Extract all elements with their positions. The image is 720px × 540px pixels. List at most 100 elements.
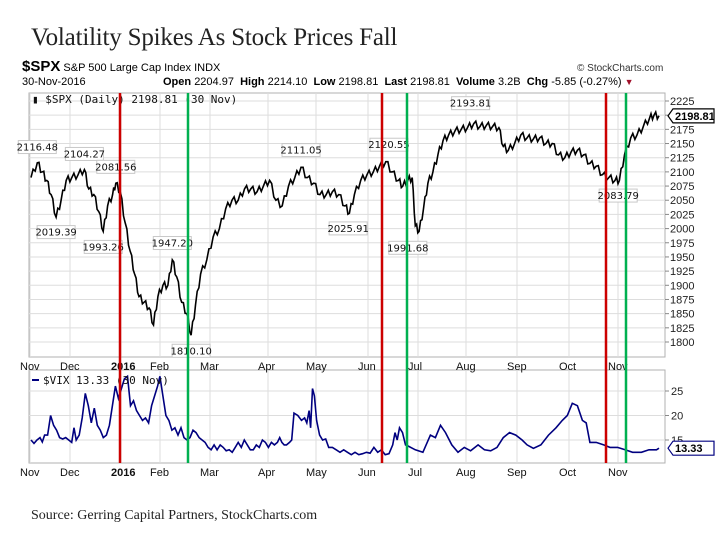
- vix-line: [30, 374, 660, 456]
- vix-last-value: 13.33: [675, 443, 703, 455]
- spx-last-value-box: [667, 108, 715, 124]
- open-value: 2204.97: [194, 76, 234, 88]
- vix-month-label: Dec: [60, 467, 80, 479]
- price-annotation-label: 2116.48: [17, 143, 58, 154]
- vix-legend: $VIX 13.33 (30 Nov): [43, 374, 169, 387]
- price-annotation-label: 1810.10: [170, 346, 211, 357]
- exchange: INDX: [194, 62, 221, 74]
- vix-month-label: Nov: [20, 467, 40, 479]
- vix-month-label: Oct: [559, 467, 576, 479]
- price-tick-label: 1900: [670, 280, 694, 292]
- price-month-label: Jun: [358, 361, 376, 373]
- ohlc-values: Open 2204.97 High 2214.10 Low 2198.81 La…: [163, 76, 634, 88]
- price-tick-label: 2125: [670, 153, 694, 165]
- price-annotation-label: 2081.56: [95, 162, 136, 173]
- volume-value: 3.2B: [498, 76, 521, 88]
- vix-month-label: Nov: [608, 467, 628, 479]
- vix-month-label: Sep: [507, 467, 527, 479]
- price-month-label: 2016: [111, 361, 135, 373]
- price-annotation-box: [64, 146, 104, 161]
- copyright: © StockCharts.com: [577, 63, 664, 74]
- price-tick-label: 1825: [670, 323, 694, 335]
- price-tick-label: 1975: [670, 238, 694, 250]
- price-month-label: Nov: [608, 361, 628, 373]
- price-annotation-label: 1993.26: [83, 242, 124, 253]
- price-annotation-label: 2083.79: [598, 191, 639, 202]
- price-month-label: Feb: [150, 361, 169, 373]
- price-annotation-box: [83, 239, 123, 254]
- price-annotation-label: 2120.55: [368, 140, 409, 151]
- chart-title: Volatility Spikes As Stock Prices Fall: [31, 24, 398, 51]
- vix-tick-label: 25: [671, 386, 683, 398]
- price-month-label: Aug: [456, 361, 476, 373]
- price-annotation-box: [451, 96, 491, 111]
- spx-legend: ▮ $SPX (Daily) 2198.81 (30 Nov): [32, 93, 237, 106]
- price-annotation-box: [598, 188, 638, 203]
- last-label: Last: [384, 76, 408, 88]
- price-annotation-box: [328, 221, 368, 236]
- price-month-label: Apr: [258, 361, 275, 373]
- price-annotation-box: [96, 159, 136, 174]
- price-annotation-label: 1947.20: [152, 239, 193, 250]
- price-month-label: Dec: [60, 361, 80, 373]
- price-month-label: Sep: [507, 361, 527, 373]
- vix-month-label: Jul: [408, 467, 422, 479]
- symbol: $SPX: [22, 58, 61, 75]
- open-label: Open: [163, 76, 192, 88]
- high-value: 2214.10: [267, 76, 308, 88]
- vix-month-label: Aug: [456, 467, 476, 479]
- spx-price-line: [30, 109, 660, 336]
- symbol-name: S&P 500 Large Cap Index: [63, 62, 192, 74]
- quote-date: 30-Nov-2016: [22, 76, 86, 88]
- price-tick-label: 2025: [670, 209, 694, 221]
- vix-month-label: Mar: [200, 467, 219, 479]
- last-value: 2198.81: [410, 76, 450, 88]
- vix-month-label: Feb: [150, 467, 169, 479]
- price-tick-label: 2000: [670, 224, 694, 236]
- price-annotation-box: [281, 143, 321, 158]
- price-tick-label: 1850: [670, 309, 694, 321]
- chg-value: -5.85 (-0.27%): [551, 76, 622, 88]
- price-annotation-box: [171, 343, 211, 358]
- price-tick-label: 1925: [670, 266, 694, 278]
- price-annotation-box: [36, 225, 76, 240]
- triangle-down-icon: ▼: [624, 77, 634, 87]
- symbol-header: $SPX S&P 500 Large Cap Index INDX: [22, 58, 220, 75]
- price-annotation-label: 2025.91: [327, 224, 368, 235]
- volume-label: Volume: [456, 76, 495, 88]
- price-month-label: Nov: [20, 361, 40, 373]
- price-month-label: Oct: [559, 361, 576, 373]
- price-tick-label: 1950: [670, 252, 694, 264]
- price-tick-label: 1875: [670, 294, 694, 306]
- price-tick-label: 2225: [670, 96, 694, 108]
- price-month-label: May: [306, 361, 327, 373]
- price-tick-label: 2075: [670, 181, 694, 193]
- low-value: 2198.81: [338, 76, 379, 88]
- vix-panel: [28, 369, 666, 464]
- price-tick-label: 2100: [670, 167, 694, 179]
- price-annotation-box: [17, 140, 57, 155]
- vix-month-label: May: [306, 467, 327, 479]
- chg-label: Chg: [526, 76, 549, 88]
- price-month-label: Jul: [408, 361, 422, 373]
- price-annotation-label: 2104.27: [64, 149, 105, 160]
- vix-last-value-box: [667, 440, 715, 456]
- vix-month-label: Jun: [358, 467, 376, 479]
- source-note: Source: Gerring Capital Partners, StockC…: [31, 508, 318, 523]
- vix-month-label: 2016: [111, 467, 135, 479]
- price-tick-label: 1800: [670, 337, 694, 349]
- price-annotation-label: 2193.81: [450, 99, 491, 110]
- price-tick-label: 2050: [670, 195, 694, 207]
- high-label: High: [240, 76, 265, 88]
- spx-last-value: 2198.81: [675, 111, 715, 123]
- price-tick-label: 2150: [670, 139, 694, 151]
- price-month-label: Mar: [200, 361, 219, 373]
- vix-tick-label: 20: [671, 411, 683, 423]
- price-annotation-label: 2019.39: [35, 228, 76, 239]
- price-annotation-label: 2111.05: [280, 146, 321, 157]
- price-annotation-box: [152, 236, 192, 251]
- low-label: Low: [313, 76, 336, 88]
- vix-month-label: Apr: [258, 467, 275, 479]
- price-tick-label: 2175: [670, 124, 694, 136]
